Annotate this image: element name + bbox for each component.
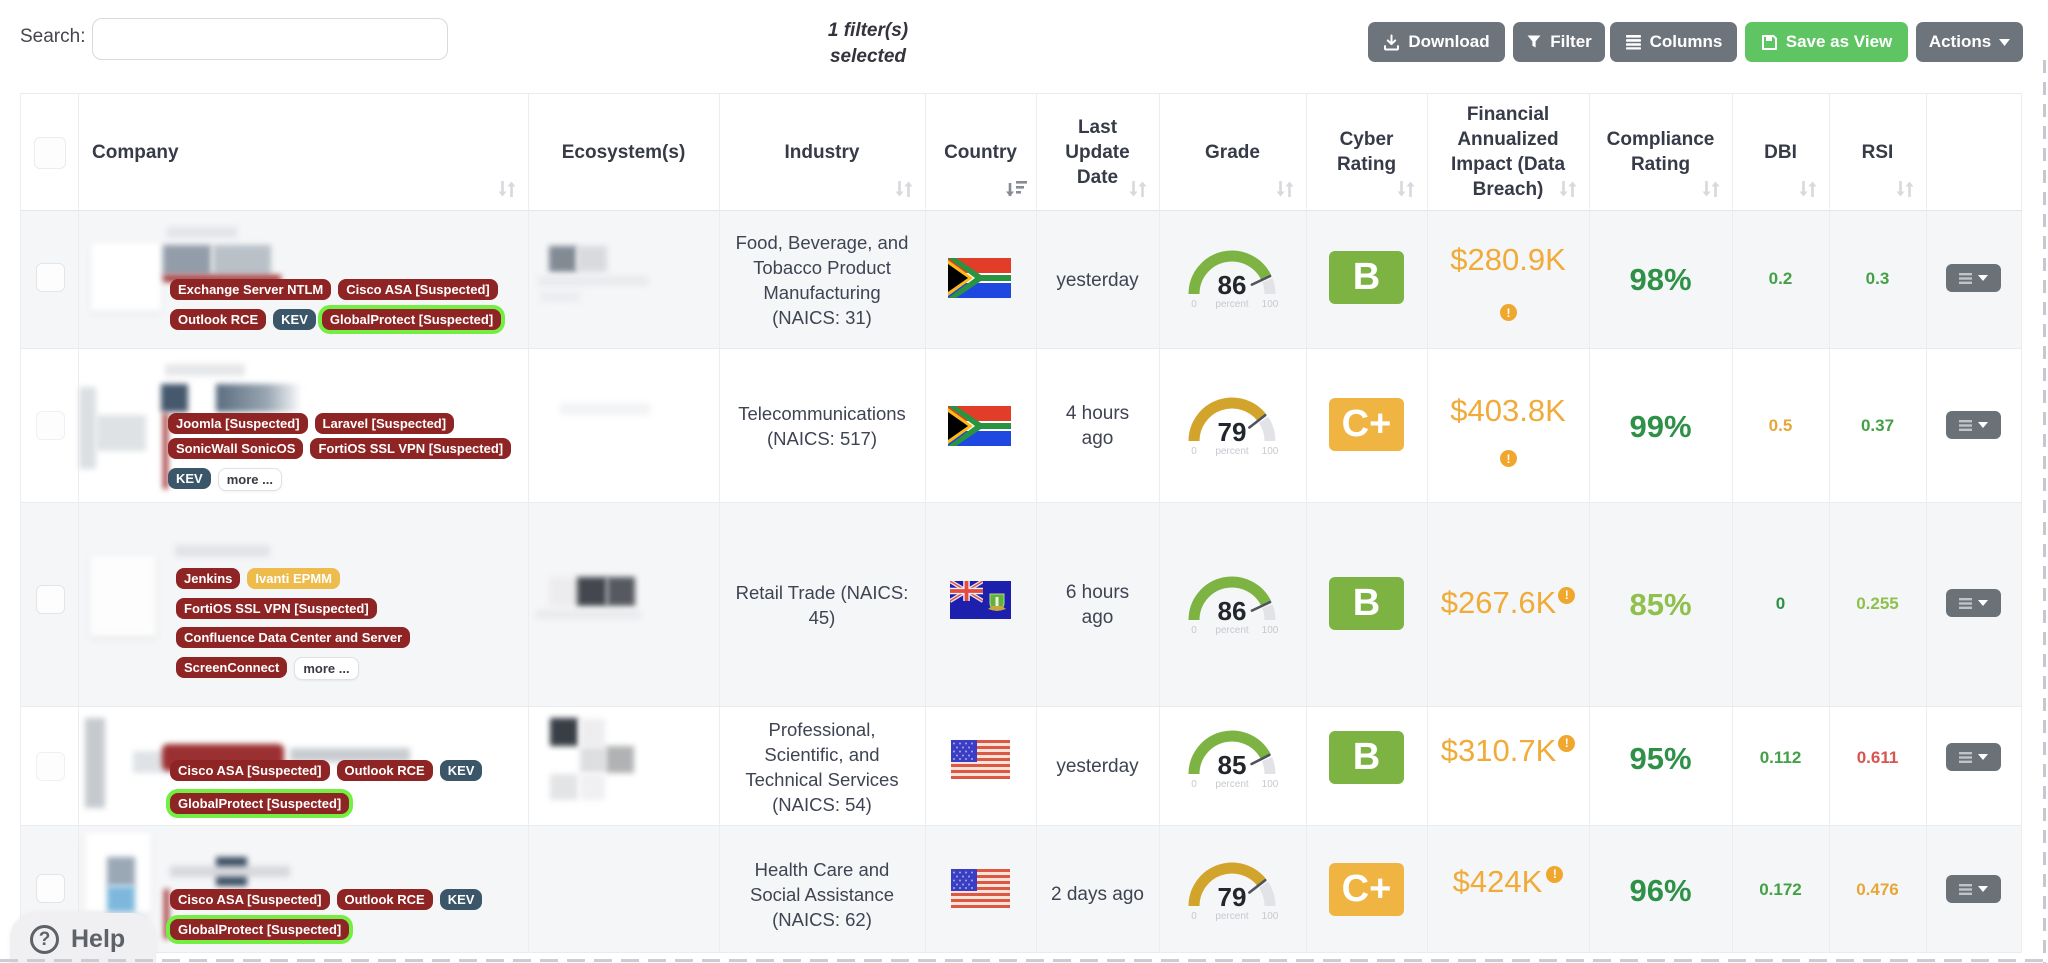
svg-text:percent: percent bbox=[1215, 299, 1249, 310]
svg-text:0: 0 bbox=[1191, 911, 1197, 922]
svg-text:0: 0 bbox=[1191, 779, 1197, 790]
svg-text:79: 79 bbox=[1218, 882, 1247, 912]
svg-text:86: 86 bbox=[1218, 270, 1247, 300]
svg-text:86: 86 bbox=[1218, 596, 1247, 626]
svg-text:100: 100 bbox=[1262, 625, 1279, 636]
svg-text:percent: percent bbox=[1215, 625, 1249, 636]
svg-text:79: 79 bbox=[1218, 417, 1247, 447]
svg-text:100: 100 bbox=[1262, 779, 1279, 790]
svg-text:0: 0 bbox=[1191, 625, 1197, 636]
svg-text:100: 100 bbox=[1262, 299, 1279, 310]
svg-text:percent: percent bbox=[1215, 911, 1249, 922]
svg-text:percent: percent bbox=[1215, 779, 1249, 790]
svg-text:0: 0 bbox=[1191, 299, 1197, 310]
svg-text:85: 85 bbox=[1218, 750, 1247, 780]
svg-text:0: 0 bbox=[1191, 446, 1197, 457]
svg-text:percent: percent bbox=[1215, 446, 1249, 457]
svg-text:100: 100 bbox=[1262, 911, 1279, 922]
svg-text:100: 100 bbox=[1262, 446, 1279, 457]
